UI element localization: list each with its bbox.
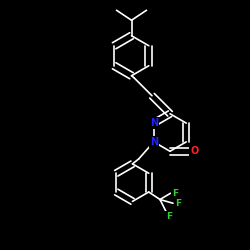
Text: F: F [166,212,172,221]
Text: N: N [150,137,158,147]
Text: F: F [176,199,182,208]
Text: F: F [172,189,178,198]
Text: O: O [190,146,198,156]
Text: N: N [150,118,158,128]
